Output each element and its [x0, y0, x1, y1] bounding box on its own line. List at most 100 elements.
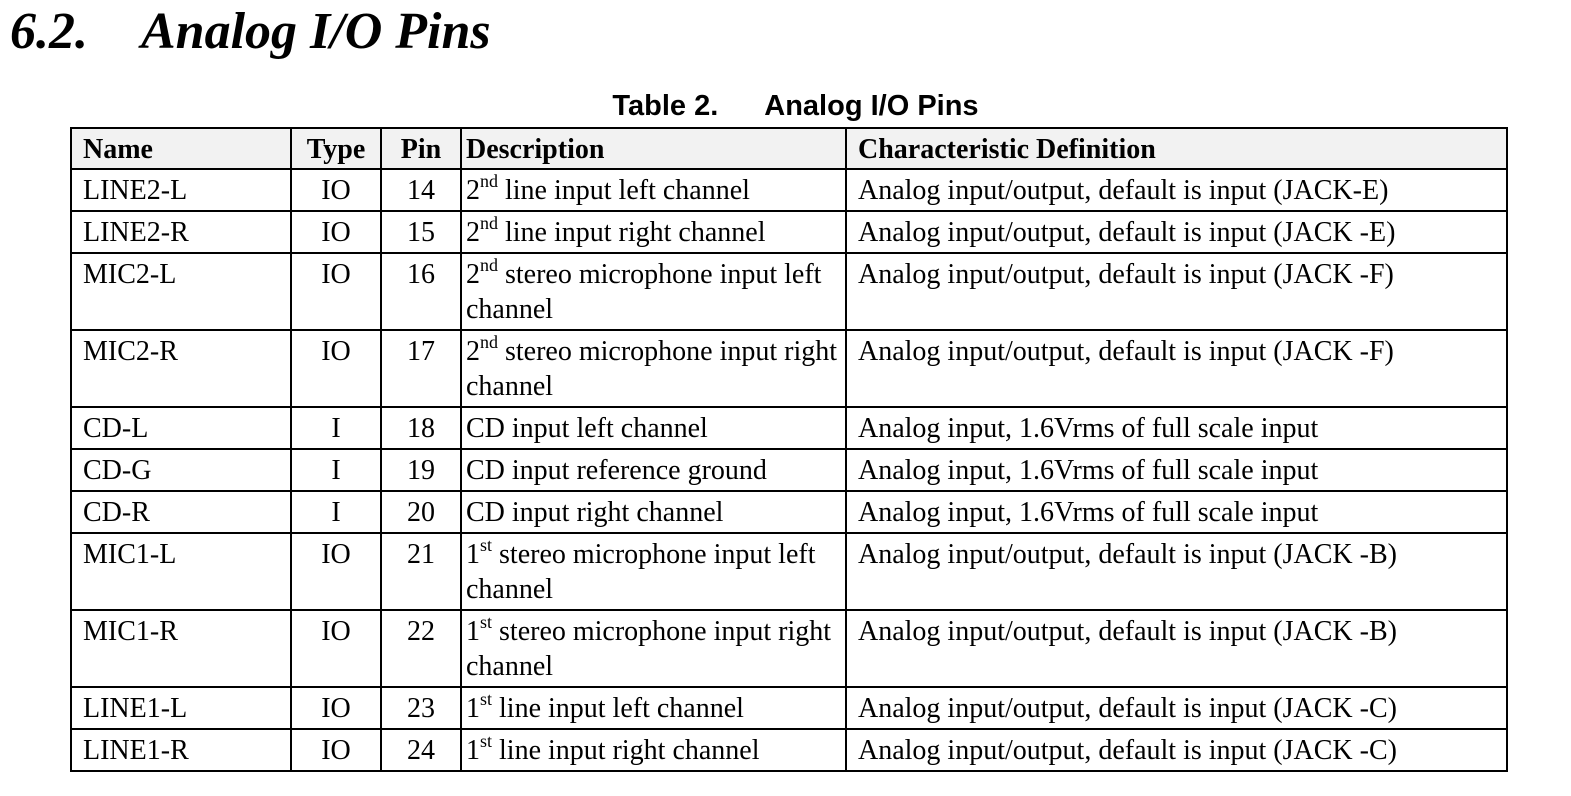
pin-number-cell: 16: [380, 252, 462, 331]
pin-characteristic-cell: Analog input, 1.6Vrms of full scale inpu…: [845, 406, 1508, 450]
pin-name-cell: MIC1-L: [70, 532, 292, 611]
description-text: CD input right channel: [466, 497, 724, 528]
pin-type-cell: I: [290, 406, 382, 450]
pin-name-cell: LINE1-L: [70, 686, 292, 730]
ordinal-number: 2: [466, 336, 480, 367]
section-number: 6.2.: [10, 3, 88, 60]
table-caption: Table 2. Analog I/O Pins: [0, 86, 1571, 126]
ordinal-number: 1: [466, 539, 480, 570]
ordinal-number: 1: [466, 616, 480, 647]
pin-characteristic-cell: Analog input/output, default is input (J…: [845, 210, 1508, 254]
pin-description-cell: 2nd line input left channel: [460, 168, 847, 212]
ordinal-suffix: st: [480, 612, 493, 632]
pin-description-cell: CD input reference ground: [460, 448, 847, 492]
description-text: line input left channel: [498, 175, 750, 206]
header-characteristic-definition: Characteristic Definition: [845, 127, 1508, 170]
section-title: Analog I/O Pins: [141, 3, 491, 60]
pin-name-cell: CD-G: [70, 448, 292, 492]
pin-characteristic-cell: Analog input/output, default is input (J…: [845, 728, 1508, 772]
pin-characteristic-cell: Analog input/output, default is input (J…: [845, 329, 1508, 408]
ordinal-number: 1: [466, 735, 480, 766]
description-text: CD input left channel: [466, 413, 708, 444]
pin-type-cell: IO: [290, 329, 382, 408]
pin-number-cell: 15: [380, 210, 462, 254]
ordinal-number: 2: [466, 175, 480, 206]
ordinal-number: 1: [466, 693, 480, 724]
ordinal-suffix: nd: [480, 332, 498, 352]
pin-type-cell: I: [290, 448, 382, 492]
pin-type-cell: IO: [290, 728, 382, 772]
pin-number-cell: 17: [380, 329, 462, 408]
ordinal-suffix: st: [480, 731, 493, 751]
pin-number-cell: 24: [380, 728, 462, 772]
ordinal-suffix: nd: [480, 213, 498, 233]
pin-characteristic-cell: Analog input/output, default is input (J…: [845, 609, 1508, 688]
table-caption-title: Analog I/O Pins: [764, 90, 979, 122]
pin-type-cell: IO: [290, 609, 382, 688]
table-row: CD-L I 18 CD input left channel Analog input…: [70, 406, 1508, 450]
pin-description-cell: CD input left channel: [460, 406, 847, 450]
description-text: stereo microphone input left channel: [466, 539, 823, 605]
section-heading: 6.2. Analog I/O Pins: [10, 0, 491, 64]
pin-number-cell: 23: [380, 686, 462, 730]
table-row: CD-G I 19 CD input reference ground Analog i…: [70, 448, 1508, 492]
pin-description-cell: 1st line input right channel: [460, 728, 847, 772]
pin-type-cell: IO: [290, 252, 382, 331]
pin-characteristic-cell: Analog input, 1.6Vrms of full scale inpu…: [845, 448, 1508, 492]
pin-name-cell: CD-R: [70, 490, 292, 534]
header-pin: Pin: [380, 127, 462, 170]
table-caption-label: Table 2.: [612, 90, 719, 122]
pin-type-cell: I: [290, 490, 382, 534]
description-text: CD input reference ground: [466, 455, 767, 486]
description-text: stereo microphone input right channel: [466, 616, 839, 682]
pin-type-cell: IO: [290, 532, 382, 611]
pin-number-cell: 18: [380, 406, 462, 450]
ordinal-suffix: st: [480, 535, 493, 555]
ordinal-suffix: nd: [480, 171, 498, 191]
description-text: stereo microphone input right channel: [466, 336, 845, 402]
table-row: MIC2-R IO 17 2nd stereo microphone input ri…: [70, 329, 1508, 408]
pin-number-cell: 19: [380, 448, 462, 492]
pin-type-cell: IO: [290, 210, 382, 254]
pin-characteristic-cell: Analog input/output, default is input (J…: [845, 532, 1508, 611]
table-row: MIC2-L IO 16 2nd stereo microphone input le…: [70, 252, 1508, 331]
pin-characteristic-cell: Analog input/output, default is input (J…: [845, 168, 1508, 212]
table-row: CD-R I 20 CD input right channel Analog inpu…: [70, 490, 1508, 534]
description-text: line input right channel: [498, 217, 766, 248]
pin-characteristic-cell: Analog input/output, default is input (J…: [845, 252, 1508, 331]
pin-description-cell: 1st line input left channel: [460, 686, 847, 730]
ordinal-number: 2: [466, 217, 480, 248]
header-type: Type: [290, 127, 382, 170]
pin-description-cell: CD input right channel: [460, 490, 847, 534]
pin-name-cell: LINE2-R: [70, 210, 292, 254]
analog-io-pins-table: Name Type Pin Description Characteristic…: [70, 127, 1508, 772]
pin-name-cell: MIC2-L: [70, 252, 292, 331]
pin-description-cell: 1st stereo microphone input left channel: [460, 532, 847, 611]
table-header-row: Name Type Pin Description Characteristic…: [70, 127, 1508, 170]
pin-name-cell: MIC2-R: [70, 329, 292, 408]
pin-name-cell: CD-L: [70, 406, 292, 450]
pin-number-cell: 14: [380, 168, 462, 212]
description-text: line input right channel: [492, 735, 760, 766]
pin-number-cell: 22: [380, 609, 462, 688]
pin-description-cell: 1st stereo microphone input right channe…: [460, 609, 847, 688]
table-row: LINE2-R IO 15 2nd line input right channel A…: [70, 210, 1508, 254]
pin-description-cell: 2nd stereo microphone input left channel: [460, 252, 847, 331]
pin-name-cell: MIC1-R: [70, 609, 292, 688]
pin-type-cell: IO: [290, 168, 382, 212]
table-row: LINE2-L IO 14 2nd line input left channel An…: [70, 168, 1508, 212]
pin-number-cell: 21: [380, 532, 462, 611]
table-row: MIC1-R IO 22 1st stereo microphone input ri…: [70, 609, 1508, 688]
ordinal-suffix: nd: [480, 255, 498, 275]
pin-number-cell: 20: [380, 490, 462, 534]
header-description: Description: [460, 127, 847, 170]
description-text: stereo microphone input left channel: [466, 259, 829, 325]
table-row: LINE1-L IO 23 1st line input left channel An…: [70, 686, 1508, 730]
ordinal-suffix: st: [480, 689, 493, 709]
pin-name-cell: LINE2-L: [70, 168, 292, 212]
pin-characteristic-cell: Analog input/output, default is input (J…: [845, 686, 1508, 730]
pin-type-cell: IO: [290, 686, 382, 730]
pin-description-cell: 2nd stereo microphone input right channe…: [460, 329, 847, 408]
table-row: LINE1-R IO 24 1st line input right channel A…: [70, 728, 1508, 772]
table-body: LINE2-L IO 14 2nd line input left channel An…: [70, 168, 1508, 772]
